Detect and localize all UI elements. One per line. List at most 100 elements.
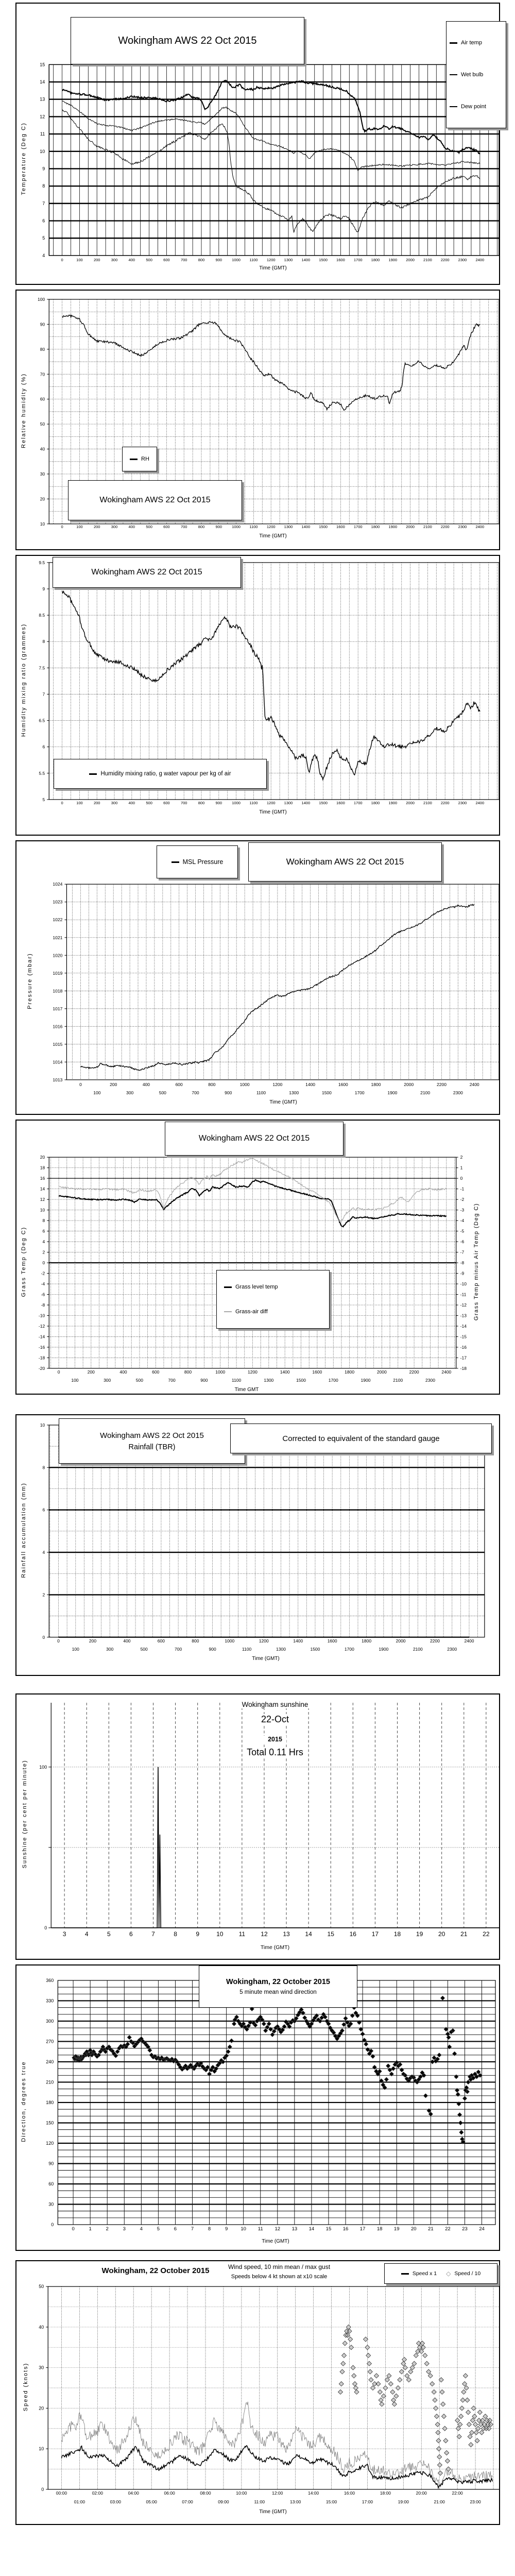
svg-text:16:00: 16:00	[344, 2490, 355, 2496]
svg-text:200: 200	[89, 1638, 96, 1643]
svg-text:18: 18	[40, 1165, 45, 1171]
svg-text:-4: -4	[460, 1218, 465, 1223]
svg-text:1500: 1500	[319, 524, 328, 529]
svg-text:210: 210	[46, 2079, 54, 2084]
svg-text:21: 21	[460, 1930, 468, 1938]
svg-text:17:00: 17:00	[362, 2499, 373, 2504]
chart-title-text: Wokingham AWS 22 Oct 2015	[118, 35, 257, 46]
svg-text:30: 30	[39, 2365, 44, 2370]
svg-text:15: 15	[326, 2226, 332, 2232]
svg-text:100: 100	[71, 1378, 78, 1383]
chart-title: Wokingham AWS 22 Oct 2015	[71, 17, 304, 64]
legend-label: Dew point	[461, 104, 486, 110]
svg-text:5: 5	[42, 235, 45, 241]
svg-text:23:00: 23:00	[470, 2499, 481, 2504]
svg-text:100: 100	[72, 1647, 79, 1652]
svg-text:-16: -16	[39, 1345, 45, 1350]
line-sample-icon	[401, 2273, 409, 2275]
svg-text:-12: -12	[39, 1324, 45, 1329]
svg-text:1013: 1013	[53, 1077, 62, 1082]
svg-text:10: 10	[241, 2226, 246, 2232]
svg-text:6: 6	[174, 2226, 177, 2232]
svg-text:13: 13	[40, 97, 45, 102]
svg-text:-14: -14	[39, 1334, 45, 1339]
x-axis-label: Time GMT	[234, 1387, 259, 1393]
legend: Air temp Wet bulb Dew point	[446, 21, 506, 128]
svg-text:2200: 2200	[441, 801, 450, 805]
svg-text:1700: 1700	[355, 1090, 365, 1095]
svg-text:120: 120	[46, 2141, 54, 2146]
svg-text:7: 7	[42, 691, 45, 697]
svg-text:19:00: 19:00	[398, 2499, 409, 2504]
svg-text:14:00: 14:00	[308, 2490, 319, 2496]
line-sample-icon	[89, 773, 97, 775]
svg-text:-9: -9	[460, 1271, 465, 1276]
sunshine-total: Total 0.11 Hrs	[243, 1747, 307, 1758]
legend-label: Wet bulb	[461, 72, 484, 78]
chart-subtitle: Rainfall (TBR)	[128, 1443, 176, 1451]
svg-text:700: 700	[175, 1647, 182, 1652]
svg-text:100: 100	[76, 801, 83, 805]
svg-text:05:00: 05:00	[146, 2499, 158, 2504]
svg-text:2300: 2300	[458, 801, 467, 805]
svg-text:4: 4	[42, 1239, 45, 1244]
svg-text:18: 18	[394, 1930, 401, 1938]
svg-text:800: 800	[208, 1082, 215, 1087]
svg-text:270: 270	[46, 2039, 54, 2044]
svg-text:10: 10	[40, 1422, 45, 1428]
svg-text:900: 900	[200, 1378, 208, 1383]
svg-text:200: 200	[88, 1369, 95, 1375]
pressure-plot: 1013 1014 1015 1016 1017 1018 1019 1020 1021 1022…	[53, 882, 499, 1095]
svg-text:400: 400	[129, 801, 135, 805]
svg-text:0: 0	[42, 1260, 45, 1265]
svg-text:1018: 1018	[53, 988, 62, 993]
line-sample-icon	[450, 106, 457, 107]
svg-text:1300: 1300	[276, 1647, 286, 1652]
svg-text:10: 10	[40, 1208, 45, 1213]
legend-label: Air temp	[461, 40, 482, 46]
legend-item: Wet bulb	[450, 72, 483, 78]
chart-title-text: Wokingham AWS 22 Oct 2015	[100, 1431, 204, 1440]
legend-item: MSL Pressure	[171, 858, 223, 866]
svg-text:2300: 2300	[458, 258, 467, 262]
svg-text:-12: -12	[460, 1302, 467, 1308]
svg-text:2200: 2200	[441, 524, 450, 529]
svg-text:1800: 1800	[345, 1369, 354, 1375]
svg-text:1200: 1200	[248, 1369, 258, 1375]
chart-date: 22-Oct	[256, 1714, 294, 1725]
svg-text:2: 2	[460, 1155, 463, 1160]
svg-text:1800: 1800	[371, 524, 380, 529]
svg-text:1017: 1017	[53, 1006, 62, 1011]
x-axis-label: Time (GMT)	[262, 2239, 289, 2244]
panel-pressure: 1013 1014 1015 1016 1017 1018 1019 1020 1021 1022…	[15, 840, 500, 1115]
svg-text:400: 400	[123, 1638, 130, 1643]
svg-text:1400: 1400	[301, 524, 310, 529]
svg-text:1600: 1600	[336, 258, 345, 262]
panel-grass-temp: -20 -18 -16 -14 -12 -10 -8 -6 -4 -2 0 2 4 6 8 10 12 14 16 1…	[15, 1120, 500, 1395]
svg-text:0: 0	[51, 2222, 54, 2227]
svg-text:1400: 1400	[280, 1369, 290, 1375]
svg-text:8: 8	[42, 1465, 45, 1470]
svg-text:1900: 1900	[379, 1647, 388, 1652]
svg-text:6: 6	[42, 1229, 45, 1234]
svg-text:2400: 2400	[464, 1638, 474, 1643]
svg-text:400: 400	[119, 1369, 127, 1375]
svg-text:500: 500	[159, 1090, 166, 1095]
svg-text:-8: -8	[460, 1260, 465, 1265]
y-axis-label: Relative humidity (%)	[21, 373, 27, 448]
line-sample-icon	[130, 458, 138, 460]
svg-text:1100: 1100	[232, 1378, 242, 1383]
svg-text:2100: 2100	[423, 524, 432, 529]
svg-text:1900: 1900	[361, 1378, 371, 1383]
svg-text:150: 150	[46, 2120, 54, 2125]
svg-text:16: 16	[40, 1176, 45, 1181]
svg-text:1400: 1400	[293, 1638, 303, 1643]
svg-text:0: 0	[460, 1176, 463, 1181]
svg-text:4: 4	[42, 1550, 45, 1555]
x-axis-label: Time (GMT)	[259, 533, 287, 539]
y-axis-label: Speed (knots)	[23, 2362, 29, 2412]
diamond-marker-icon: ◇	[446, 2270, 451, 2277]
svg-text:2100: 2100	[413, 1647, 423, 1652]
panel-wind-speed: 0 10 20 30 40 50 00:00 01:00 02:00 03:00 04:00 05:0…	[15, 2260, 500, 2525]
